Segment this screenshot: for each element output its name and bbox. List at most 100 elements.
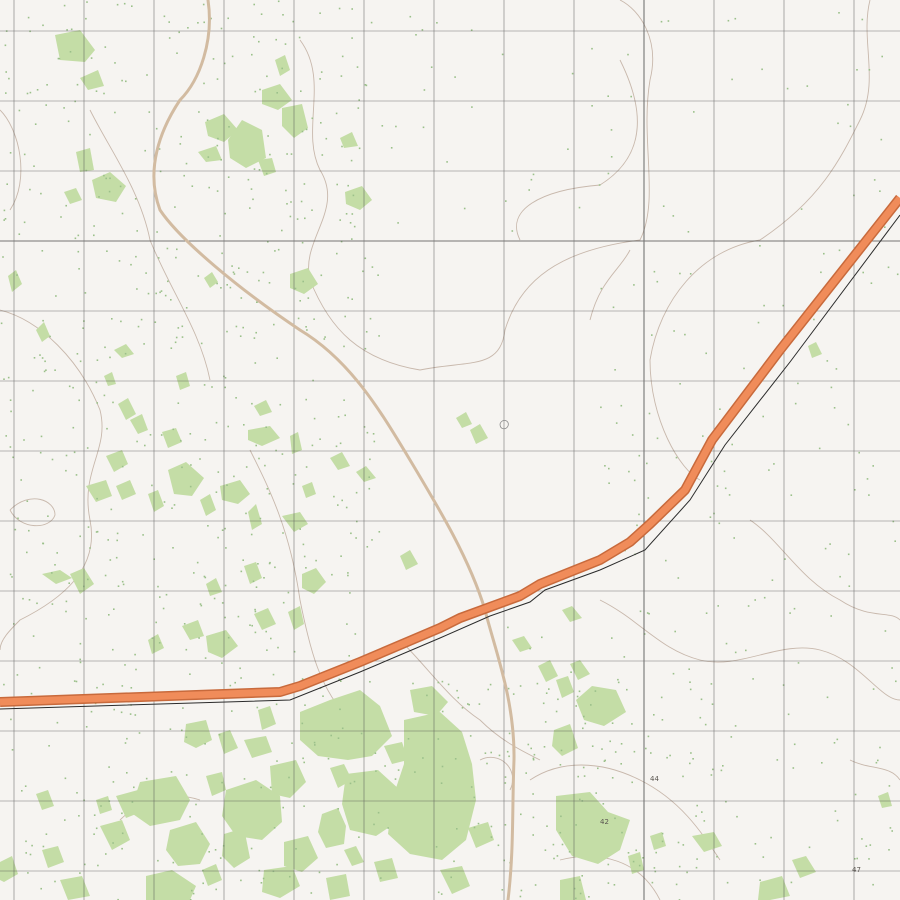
vegetation-dot — [155, 127, 158, 130]
vegetation-patch — [300, 690, 392, 760]
vegetation-dot — [653, 714, 655, 716]
vegetation-dot — [532, 834, 534, 836]
vegetation-dot — [190, 464, 192, 466]
vegetation-dot — [121, 832, 124, 835]
vegetation-dot — [498, 754, 501, 757]
vegetation-dot — [611, 777, 614, 779]
vegetation-dot — [754, 843, 757, 845]
vegetation-dot — [286, 203, 288, 205]
vegetation-dot — [575, 824, 577, 826]
vegetation-dot — [348, 655, 350, 657]
vegetation-dot — [45, 833, 48, 835]
vegetation-dot — [877, 759, 879, 762]
vegetation-dot — [371, 539, 373, 541]
vegetation-dot — [542, 702, 545, 705]
vegetation-dot — [183, 174, 185, 177]
vegetation-patch — [182, 620, 204, 640]
vegetation-dot — [381, 125, 384, 127]
vegetation-dot — [265, 172, 268, 175]
vegetation-dot — [892, 520, 895, 523]
vegetation-dot — [646, 612, 649, 614]
vegetation-dot — [595, 792, 597, 794]
vegetation-dot — [546, 825, 548, 827]
vegetation-patch — [262, 84, 292, 110]
vegetation-dot — [96, 530, 99, 533]
vegetation-dot — [239, 667, 241, 670]
vegetation-dot — [297, 317, 300, 320]
vegetation-dot — [213, 597, 216, 600]
vegetation-dot — [14, 528, 17, 531]
contour-line — [0, 109, 22, 211]
vegetation-patch — [206, 772, 226, 796]
vegetation-dot — [109, 559, 112, 561]
vegetation-dot — [610, 156, 613, 158]
vegetation-dot — [489, 683, 492, 686]
vegetation-dot — [121, 465, 124, 468]
vegetation-dot — [301, 722, 304, 725]
vegetation-dot — [105, 177, 107, 180]
vegetation-dot — [507, 687, 510, 690]
vegetation-dot — [253, 3, 255, 6]
vegetation-dot — [369, 458, 371, 461]
vegetation-dot — [435, 846, 438, 848]
vegetation-dot — [771, 579, 774, 581]
vegetation-dot — [505, 200, 507, 202]
vegetation-dot — [221, 252, 223, 255]
vegetation-dot — [645, 747, 647, 750]
vegetation-dot — [757, 321, 760, 324]
contour-line — [749, 519, 900, 621]
vegetation-dot — [686, 871, 688, 874]
vegetation-dot — [577, 775, 579, 778]
vegetation-dot — [79, 360, 82, 363]
vegetation-dot — [217, 471, 220, 473]
vegetation-dot — [137, 325, 140, 328]
vegetation-dot — [258, 279, 260, 282]
vegetation-patch — [330, 452, 350, 470]
vegetation-dot — [872, 465, 874, 467]
vegetation-patch — [650, 832, 666, 850]
vegetation-dot — [40, 192, 42, 195]
vegetation-dot — [195, 803, 197, 806]
vegetation-dot — [313, 318, 315, 320]
vegetation-dot — [114, 62, 116, 64]
vegetation-dot — [216, 190, 219, 192]
vegetation-dot — [233, 273, 236, 275]
vegetation-dot — [409, 15, 412, 18]
vegetation-dot — [320, 274, 323, 277]
vegetation-dot — [868, 858, 870, 860]
vegetation-dot — [673, 330, 675, 332]
vegetation-dot — [3, 683, 5, 686]
vegetation-dot — [762, 856, 765, 858]
vegetation-dot — [263, 577, 265, 579]
vegetation-dot — [253, 337, 256, 339]
vegetation-dot — [103, 394, 106, 397]
vegetation-dot — [87, 526, 90, 528]
vegetation-dot — [373, 823, 375, 826]
vegetation-dot — [235, 397, 237, 399]
vegetation-dot — [293, 650, 296, 653]
vegetation-dot — [277, 0, 280, 3]
dirt-track[interactable] — [152, 0, 516, 900]
vegetation-dot — [314, 744, 316, 746]
vegetation-dot — [159, 596, 161, 598]
vegetation-dot — [103, 174, 105, 177]
vegetation-dot — [678, 865, 681, 868]
vegetation-dot — [350, 532, 352, 535]
vegetation-dot — [833, 742, 836, 744]
vegetation-dot — [182, 707, 184, 709]
vegetation-dot — [151, 637, 154, 639]
vegetation-dot — [836, 819, 839, 822]
vegetation-dot — [197, 275, 200, 277]
vegetation-dot — [31, 844, 33, 847]
highway[interactable] — [0, 195, 900, 706]
vegetation-patch — [206, 578, 222, 596]
vegetation-dot — [884, 226, 886, 228]
vegetation-dot — [335, 112, 338, 115]
vegetation-dot — [743, 367, 745, 370]
vegetation-dot — [525, 772, 527, 774]
vegetation-dot — [559, 764, 562, 766]
vegetation-dot — [868, 494, 870, 496]
vegetation-dot — [295, 848, 297, 850]
vegetation-dot — [122, 583, 125, 586]
